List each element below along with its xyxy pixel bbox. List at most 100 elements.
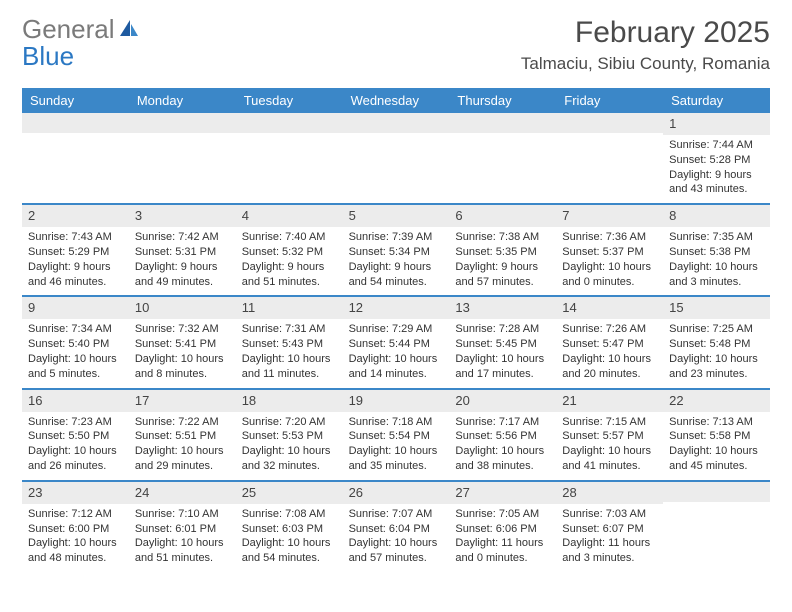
sunset-label: Sunset: 5:38 PM: [669, 245, 764, 260]
day-number: 10: [135, 300, 149, 315]
day-cell: [236, 113, 343, 203]
day-number-row: 26: [343, 482, 450, 504]
daylight-label: Daylight: 10 hours and 48 minutes.: [28, 536, 123, 566]
day-number: 4: [242, 208, 249, 223]
sunrise-label: Sunrise: 7:42 AM: [135, 230, 230, 245]
logo-part1: General: [22, 14, 115, 44]
sunset-label: Sunset: 6:01 PM: [135, 522, 230, 537]
daylight-label: Daylight: 10 hours and 5 minutes.: [28, 352, 123, 382]
day-cell: 2Sunrise: 7:43 AMSunset: 5:29 PMDaylight…: [22, 205, 129, 295]
sunset-label: Sunset: 5:40 PM: [28, 337, 123, 352]
week-row: 9Sunrise: 7:34 AMSunset: 5:40 PMDaylight…: [22, 295, 770, 387]
daylight-label: Daylight: 10 hours and 26 minutes.: [28, 444, 123, 474]
day-number-row: 11: [236, 297, 343, 319]
day-cell: 5Sunrise: 7:39 AMSunset: 5:34 PMDaylight…: [343, 205, 450, 295]
logo: General Blue: [22, 16, 140, 70]
sunrise-label: Sunrise: 7:10 AM: [135, 507, 230, 522]
sunrise-label: Sunrise: 7:36 AM: [562, 230, 657, 245]
sunrise-label: Sunrise: 7:28 AM: [455, 322, 550, 337]
day-number: 25: [242, 485, 256, 500]
day-number-row: 17: [129, 390, 236, 412]
day-cell: 13Sunrise: 7:28 AMSunset: 5:45 PMDayligh…: [449, 297, 556, 387]
daylight-label: Daylight: 10 hours and 20 minutes.: [562, 352, 657, 382]
sunset-label: Sunset: 6:07 PM: [562, 522, 657, 537]
daylight-label: Daylight: 9 hours and 49 minutes.: [135, 260, 230, 290]
daylight-label: Daylight: 10 hours and 3 minutes.: [669, 260, 764, 290]
day-number-row: [556, 113, 663, 133]
daylight-label: Daylight: 10 hours and 45 minutes.: [669, 444, 764, 474]
sunset-label: Sunset: 5:41 PM: [135, 337, 230, 352]
daylight-label: Daylight: 10 hours and 17 minutes.: [455, 352, 550, 382]
sunset-label: Sunset: 5:34 PM: [349, 245, 444, 260]
dow-wednesday: Wednesday: [343, 88, 450, 113]
day-number: 14: [562, 300, 576, 315]
sunrise-label: Sunrise: 7:12 AM: [28, 507, 123, 522]
day-cell: 21 Sunrise: 7:15 AMSunset: 5:57 PMDayligh…: [556, 390, 663, 480]
day-number-row: 7: [556, 205, 663, 227]
day-number-row: 12: [343, 297, 450, 319]
sunset-label: Sunset: 5:44 PM: [349, 337, 444, 352]
day-number: 18: [242, 393, 256, 408]
day-number: 2: [28, 208, 35, 223]
day-cell: 20Sunrise: 7:17 AMSunset: 5:56 PMDayligh…: [449, 390, 556, 480]
sunrise-label: Sunrise: 7:26 AM: [562, 322, 657, 337]
dow-saturday: Saturday: [663, 88, 770, 113]
daylight-label: Daylight: 10 hours and 41 minutes.: [562, 444, 657, 474]
day-cell: [663, 482, 770, 572]
day-number: 13: [455, 300, 469, 315]
day-number: 9: [28, 300, 35, 315]
daylight-label: Daylight: 10 hours and 54 minutes.: [242, 536, 337, 566]
day-number: 5: [349, 208, 356, 223]
daylight-label: Daylight: 11 hours and 0 minutes.: [455, 536, 550, 566]
day-number-row: 18: [236, 390, 343, 412]
day-cell: 14Sunrise: 7:26 AMSunset: 5:47 PMDayligh…: [556, 297, 663, 387]
sunrise-label: Sunrise: 7:08 AM: [242, 507, 337, 522]
daylight-label: Daylight: 9 hours and 57 minutes.: [455, 260, 550, 290]
sunrise-label: Sunrise: 7:32 AM: [135, 322, 230, 337]
sunrise-label: Sunrise: 7:39 AM: [349, 230, 444, 245]
sunset-label: Sunset: 5:48 PM: [669, 337, 764, 352]
daylight-label: Daylight: 10 hours and 38 minutes.: [455, 444, 550, 474]
sunset-label: Sunset: 5:32 PM: [242, 245, 337, 260]
day-number-row: 28: [556, 482, 663, 504]
day-number-row: 21: [556, 390, 663, 412]
daylight-label: Daylight: 11 hours and 3 minutes.: [562, 536, 657, 566]
day-number: 16: [28, 393, 42, 408]
day-cell: 28Sunrise: 7:03 AMSunset: 6:07 PMDayligh…: [556, 482, 663, 572]
day-number-row: 24: [129, 482, 236, 504]
day-number-row: [129, 113, 236, 133]
sunrise-label: Sunrise: 7:07 AM: [349, 507, 444, 522]
sunset-label: Sunset: 5:43 PM: [242, 337, 337, 352]
day-number-row: 4: [236, 205, 343, 227]
day-number: 20: [455, 393, 469, 408]
sunset-label: Sunset: 6:00 PM: [28, 522, 123, 537]
day-number: 7: [562, 208, 569, 223]
day-cell: 26Sunrise: 7:07 AMSunset: 6:04 PMDayligh…: [343, 482, 450, 572]
week-row: 1Sunrise: 7:44 AMSunset: 5:28 PMDaylight…: [22, 113, 770, 203]
sunrise-label: Sunrise: 7:25 AM: [669, 322, 764, 337]
dow-tuesday: Tuesday: [236, 88, 343, 113]
day-cell: 24Sunrise: 7:10 AMSunset: 6:01 PMDayligh…: [129, 482, 236, 572]
day-number-row: 3: [129, 205, 236, 227]
day-number-row: 22: [663, 390, 770, 412]
day-cell: 15Sunrise: 7:25 AMSunset: 5:48 PMDayligh…: [663, 297, 770, 387]
daylight-label: Daylight: 9 hours and 43 minutes.: [669, 168, 764, 198]
day-number-row: [343, 113, 450, 133]
day-cell: [343, 113, 450, 203]
month-title: February 2025: [521, 16, 770, 50]
sunset-label: Sunset: 6:03 PM: [242, 522, 337, 537]
sunset-label: Sunset: 5:37 PM: [562, 245, 657, 260]
day-cell: 9Sunrise: 7:34 AMSunset: 5:40 PMDaylight…: [22, 297, 129, 387]
day-number-row: 10: [129, 297, 236, 319]
sunrise-label: Sunrise: 7:15 AM: [562, 415, 657, 430]
logo-part2: Blue: [22, 41, 74, 71]
day-cell: 8Sunrise: 7:35 AMSunset: 5:38 PMDaylight…: [663, 205, 770, 295]
sunset-label: Sunset: 5:57 PM: [562, 429, 657, 444]
day-number: 28: [562, 485, 576, 500]
day-number: 15: [669, 300, 683, 315]
sunset-label: Sunset: 5:54 PM: [349, 429, 444, 444]
day-number-row: [236, 113, 343, 133]
day-cell: 1Sunrise: 7:44 AMSunset: 5:28 PMDaylight…: [663, 113, 770, 203]
day-cell: 16Sunrise: 7:23 AMSunset: 5:50 PMDayligh…: [22, 390, 129, 480]
day-number: 12: [349, 300, 363, 315]
